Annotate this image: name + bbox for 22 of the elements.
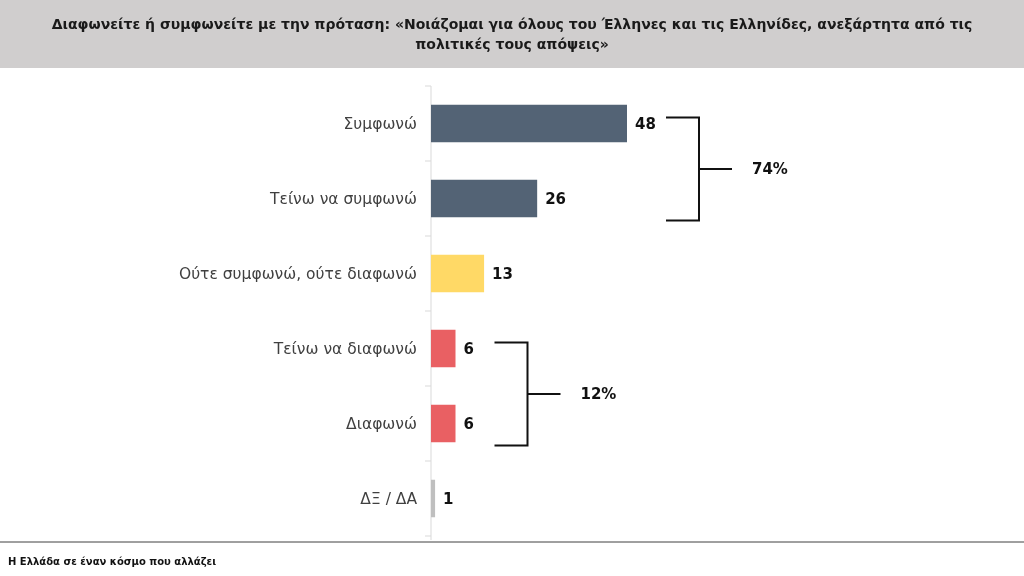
data-label: 48 bbox=[635, 114, 656, 133]
data-label: 1 bbox=[443, 489, 454, 508]
bar bbox=[431, 404, 456, 443]
y-tick-label: Τείνω να συμφωνώ bbox=[269, 189, 417, 208]
y-tick-label: Τείνω να διαφωνώ bbox=[272, 339, 417, 358]
data-label: 13 bbox=[492, 264, 513, 283]
bar bbox=[431, 254, 485, 293]
y-tick-label: Συμφωνώ bbox=[343, 114, 417, 133]
text: Η Ελλάδα σε έναν κόσμο που αλλάζει bbox=[8, 555, 217, 567]
data-label: 26 bbox=[545, 189, 567, 208]
y-tick-label: ΔΞ / ΔΑ bbox=[360, 489, 418, 508]
bar bbox=[431, 179, 538, 218]
bar bbox=[431, 329, 456, 368]
bar bbox=[431, 104, 627, 143]
y-tick-label: Διαφωνώ bbox=[346, 414, 417, 433]
text: 74% bbox=[752, 160, 788, 179]
bar bbox=[431, 479, 436, 518]
annotation: 12% bbox=[580, 385, 617, 404]
y-tick-label: Ούτε συμφωνώ, ούτε διαφωνώ bbox=[178, 264, 417, 283]
data-label: 6 bbox=[463, 339, 474, 358]
chart-title: Διαφωνείτε ή συμφωνείτε με την πρόταση: «Νοιάζομαι για όλους του Έλληνες και τις Ελληνίδες, ανεξάρτητα από τις πολιτικές τους απόψεις» bbox=[51, 15, 973, 52]
data-label: 6 bbox=[463, 414, 474, 433]
